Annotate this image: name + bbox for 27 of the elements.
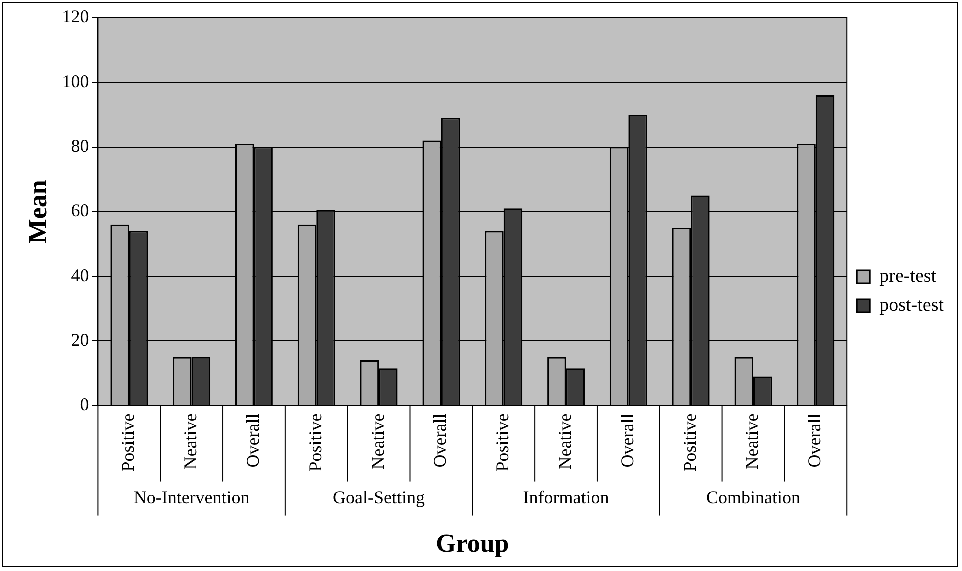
x-tick-label: Overall [804,414,825,468]
y-tick-label: 0 [80,394,90,415]
x-tick-label: Positive [305,414,326,472]
y-tick-label: 120 [62,6,90,27]
text: Goal-Setting [333,488,426,508]
y-tick-label: 100 [62,71,90,92]
legend-label: pre-test [880,266,938,287]
x-tick-label: Overall [430,414,450,468]
text: No-Intervention [134,488,250,508]
x-tick-label: Overall [617,414,638,468]
legend-label: post-test [880,294,945,316]
text: Information [523,488,610,508]
y-axis-title: Mean [23,180,52,244]
x-tick-label: Positive [680,414,700,472]
x-tick-label: Overall [242,414,263,468]
x-tick-label: Neative [180,414,201,470]
y-tick-label: 20 [71,330,90,350]
y-tick-label: 60 [71,200,90,221]
x-tick-label: Positive [492,414,513,472]
x-tick-label: Neative [742,414,762,470]
x-tick-label: Neative [368,414,388,470]
x-tick-label: Neative [555,414,576,470]
x-tick-label: Positive [118,414,138,472]
text: Combination [706,488,800,508]
x-axis-title: Group [436,529,510,558]
y-tick-label: 40 [71,265,90,286]
y-tick-label: 80 [71,136,90,156]
